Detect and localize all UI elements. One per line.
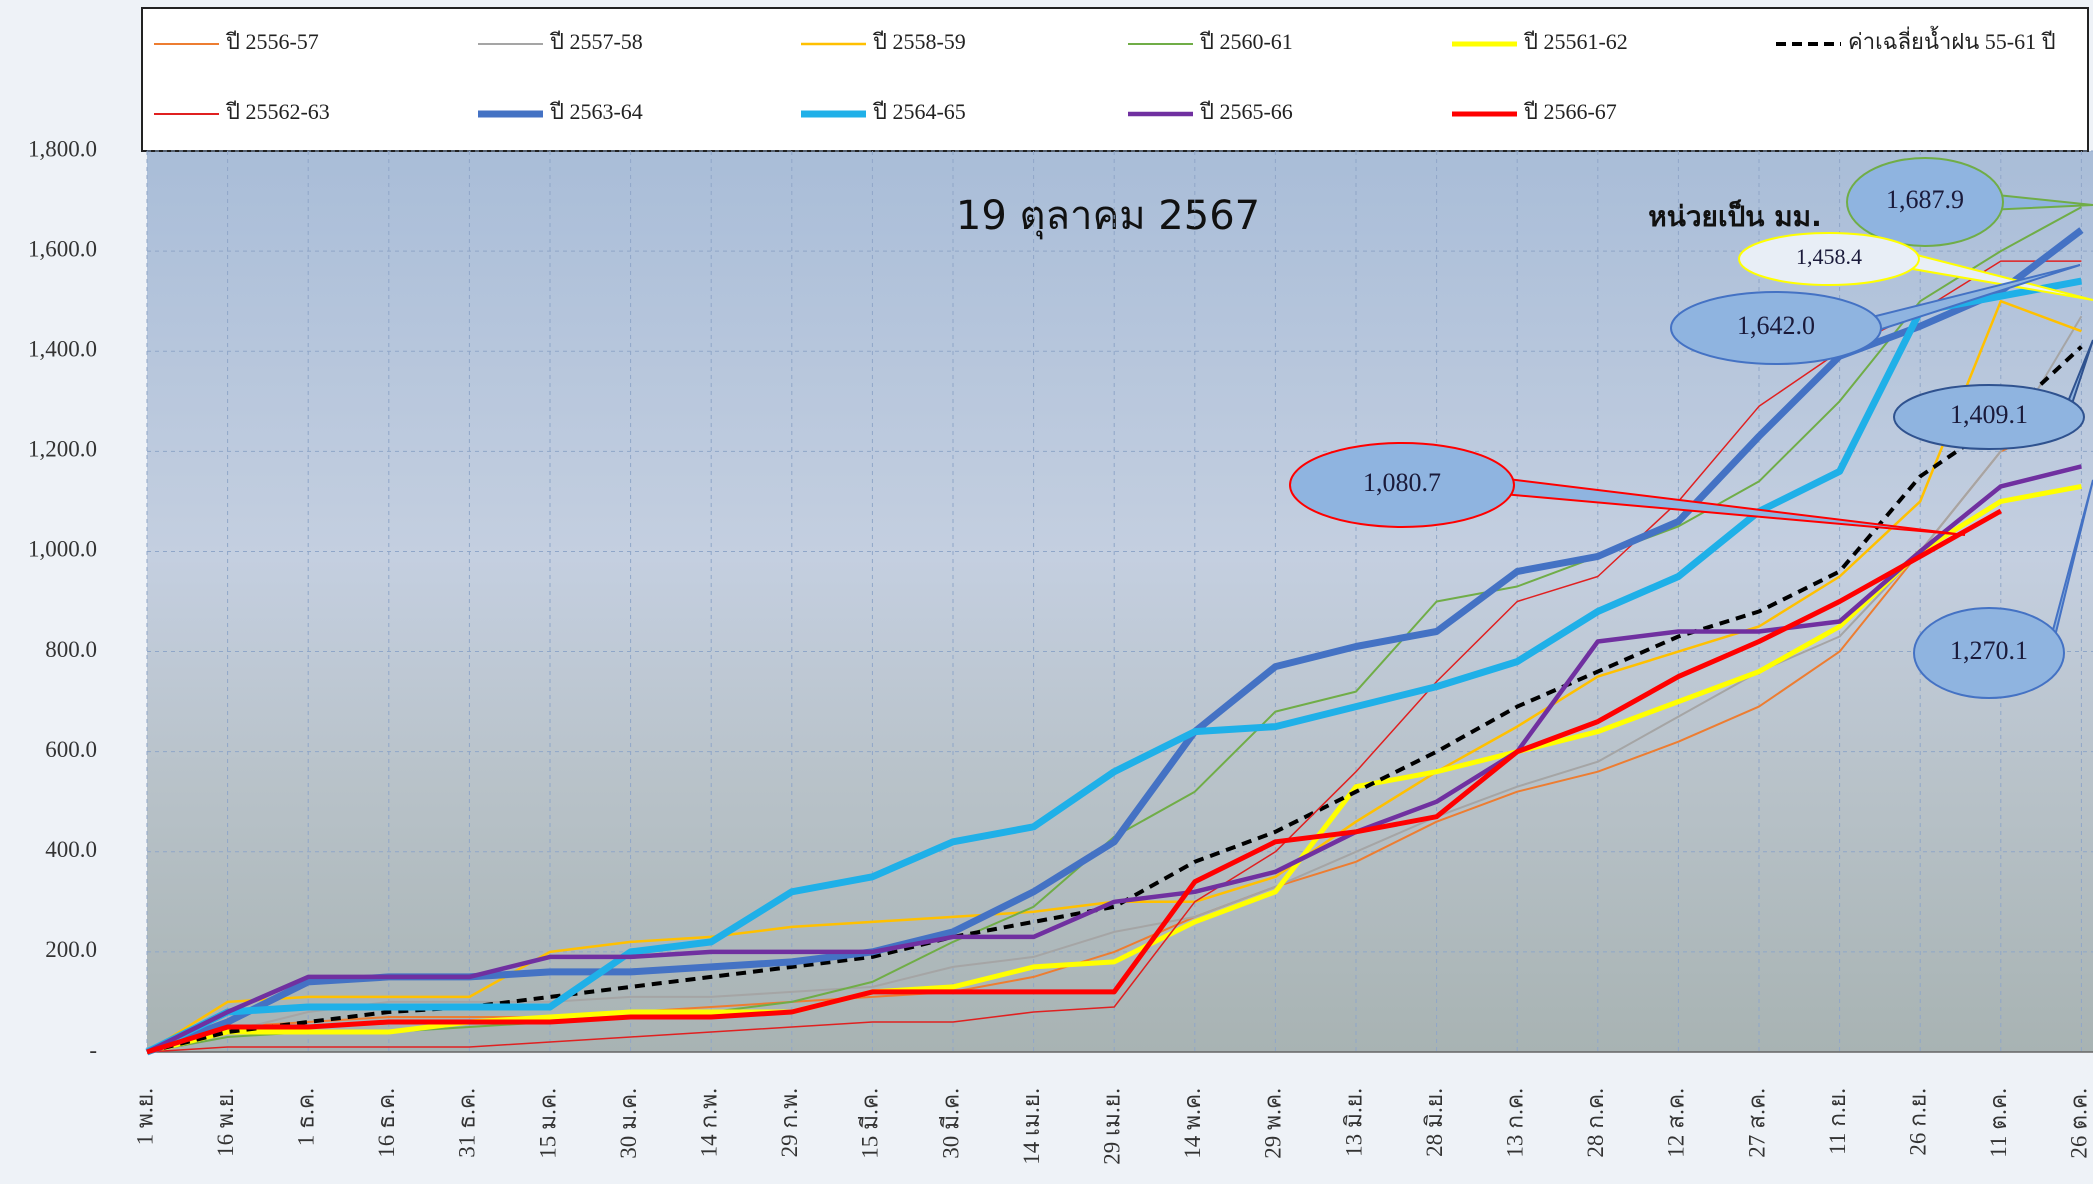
x-tick-label: 11 ต.ค. xyxy=(1986,1088,2011,1158)
x-tick-label: 28 ก.ค. xyxy=(1583,1088,1608,1158)
x-tick-label: 11 ก.ย. xyxy=(1825,1088,1850,1155)
legend-label: ปี 2565-66 xyxy=(1199,99,1293,124)
callout-bubble xyxy=(1670,291,1882,365)
callout-bubble xyxy=(1738,232,1920,286)
x-tick-label: 29 เม.ย. xyxy=(1099,1088,1124,1165)
y-tick-label: 1,000.0 xyxy=(28,537,97,562)
y-tick-label: 1,600.0 xyxy=(28,236,97,261)
x-tick-label: 1 พ.ย. xyxy=(132,1088,157,1145)
x-tick-label: 30 มี.ค. xyxy=(938,1088,963,1159)
y-tick-label: - xyxy=(89,1037,97,1062)
callout-label: 1,270.1 xyxy=(1950,636,2028,665)
series-line xyxy=(146,508,2003,1055)
legend-label: ปี 2558-59 xyxy=(872,29,966,54)
legend-label: ปี 2564-65 xyxy=(872,99,966,124)
callout-label: 1,458.4 xyxy=(1796,244,1862,269)
legend-label: ค่าเฉลี่ยน้ำฝน 55-61 ปี xyxy=(1848,26,2056,54)
x-tick-label: 14 พ.ค. xyxy=(1180,1088,1205,1159)
x-tick-label: 13 ก.ค. xyxy=(1502,1088,1527,1158)
x-tick-label: 15 มี.ค. xyxy=(858,1088,883,1159)
legend-label: ปี 2560-61 xyxy=(1199,29,1293,54)
x-tick-label: 27 ส.ค. xyxy=(1744,1088,1769,1158)
x-tick-label: 26 ก.ย. xyxy=(1905,1088,1930,1156)
legend-box xyxy=(141,7,2089,152)
unit-note: หน่วยเป็น มม. xyxy=(1648,199,1822,233)
series-line xyxy=(146,415,2082,1053)
x-tick-label: 29 พ.ค. xyxy=(1261,1088,1286,1159)
x-tick-label: 16 พ.ย. xyxy=(213,1088,238,1157)
callout-bubble xyxy=(1846,157,2004,247)
y-tick-label: 1,800.0 xyxy=(28,136,97,161)
x-tick-label: 31 ธ.ค. xyxy=(455,1088,480,1158)
x-tick-label: 26 ต.ค. xyxy=(2067,1088,2092,1159)
legend-label: ปี 2557-58 xyxy=(549,29,643,54)
callout-bubble xyxy=(1893,384,2085,450)
callout-label: 1,080.7 xyxy=(1363,468,1441,497)
series-line xyxy=(146,260,2082,1053)
y-tick-label: 400.0 xyxy=(45,837,97,862)
x-tick-label: 29 ก.พ. xyxy=(777,1088,802,1157)
legend-label: ปี 2563-64 xyxy=(549,99,643,124)
callout-bubble xyxy=(1289,442,1515,528)
callout-label: 1,409.1 xyxy=(1950,400,2028,429)
y-tick-label: 800.0 xyxy=(45,637,97,662)
x-tick-label: 28 มิ.ย. xyxy=(1422,1088,1447,1157)
y-tick-label: 1,200.0 xyxy=(28,437,97,462)
callout-label: 1,642.0 xyxy=(1737,311,1815,340)
y-tick-label: 1,400.0 xyxy=(28,337,97,362)
x-tick-label: 16 ธ.ค. xyxy=(374,1088,399,1158)
y-tick-label: 200.0 xyxy=(45,937,97,962)
date-title: 19 ตุลาคม 2567 xyxy=(956,193,1260,240)
x-tick-label: 12 ส.ค. xyxy=(1664,1088,1689,1158)
x-tick-label: 14 ก.พ. xyxy=(696,1088,721,1157)
legend-label: ปี 25561-62 xyxy=(1523,29,1628,54)
x-tick-label: 1 ธ.ค. xyxy=(293,1088,318,1146)
x-tick-label: 13 มิ.ย. xyxy=(1341,1088,1366,1157)
legend-label: ปี 25562-63 xyxy=(225,99,330,124)
x-tick-label: 30 ม.ค. xyxy=(616,1088,641,1159)
y-tick-label: 600.0 xyxy=(45,737,97,762)
x-tick-label: 14 เม.ย. xyxy=(1019,1088,1044,1165)
series-line xyxy=(145,464,2082,1055)
x-tick-label: 15 ม.ค. xyxy=(535,1088,560,1159)
legend-label: ปี 2566-67 xyxy=(1523,99,1617,124)
callout-bubble xyxy=(1913,607,2065,699)
legend-label: ปี 2556-57 xyxy=(225,29,319,54)
callout-label: 1,687.9 xyxy=(1886,185,1964,214)
